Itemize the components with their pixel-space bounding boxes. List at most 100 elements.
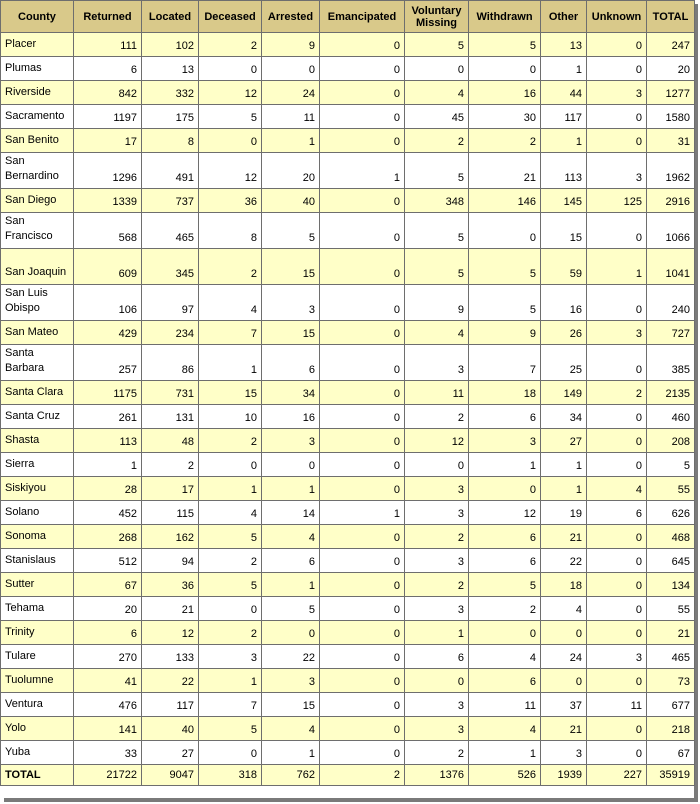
county-cell: Tehama	[0, 596, 74, 621]
value-cell: 1066	[646, 212, 695, 249]
value-cell: 345	[141, 248, 199, 285]
value-cell: 59	[540, 248, 587, 285]
value-cell: 131	[141, 404, 199, 429]
value-cell: 20	[73, 596, 142, 621]
value-cell: 18	[540, 572, 587, 597]
value-cell: 16	[261, 404, 320, 429]
value-cell: 4	[261, 716, 320, 741]
county-cell: Riverside	[0, 80, 74, 105]
value-cell: 609	[73, 248, 142, 285]
column-header-deceased: Deceased	[198, 0, 262, 33]
value-cell: 7	[468, 344, 541, 381]
value-cell: 21	[141, 596, 199, 621]
county-cell: San Luis Obispo	[0, 284, 74, 321]
county-cell: San Benito	[0, 128, 74, 153]
county-cell: Tuolumne	[0, 668, 74, 693]
value-cell: 37	[540, 692, 587, 717]
value-cell: 2	[404, 524, 469, 549]
value-cell: 270	[73, 644, 142, 669]
value-cell: 28	[73, 476, 142, 501]
county-cell: Siskiyou	[0, 476, 74, 501]
value-cell: 4	[468, 716, 541, 741]
value-cell: 1	[319, 500, 405, 525]
value-cell: 15	[540, 212, 587, 249]
value-cell: 6	[73, 620, 142, 645]
value-cell: 4	[404, 320, 469, 345]
table-row: Yuba 33 27 0 1 0 2 1 3 0 67	[0, 740, 695, 765]
value-cell: 22	[141, 668, 199, 693]
value-cell: 21	[646, 620, 695, 645]
value-cell: 0	[319, 188, 405, 213]
value-cell: 175	[141, 104, 199, 129]
value-cell: 20	[646, 56, 695, 81]
value-cell: 4	[468, 644, 541, 669]
value-cell: 3	[198, 644, 262, 669]
table-row: Sonoma 268 162 5 4 0 2 6 21 0 468	[0, 524, 695, 549]
table-row: San Joaquin 609 345 2 15 0 5 5 59 1 1041	[0, 248, 695, 285]
value-cell: 1	[73, 452, 142, 477]
value-cell: 5	[468, 284, 541, 321]
value-cell: 737	[141, 188, 199, 213]
total-cell: 2	[319, 764, 405, 786]
value-cell: 73	[646, 668, 695, 693]
table-row: Ventura 476 117 7 15 0 3 11 37 11 677	[0, 692, 695, 717]
value-cell: 4	[198, 500, 262, 525]
value-cell: 21	[540, 524, 587, 549]
total-cell: 318	[198, 764, 262, 786]
county-cell: Placer	[0, 32, 74, 57]
value-cell: 34	[261, 380, 320, 405]
value-cell: 0	[319, 380, 405, 405]
table-row: San Bernardino 1296 491 12 20 1 5 21 113 3 1962	[0, 152, 695, 189]
value-cell: 45	[404, 104, 469, 129]
value-cell: 12	[141, 620, 199, 645]
value-cell: 0	[319, 404, 405, 429]
value-cell: 14	[261, 500, 320, 525]
value-cell: 9	[468, 320, 541, 345]
value-cell: 452	[73, 500, 142, 525]
value-cell: 0	[540, 668, 587, 693]
value-cell: 17	[73, 128, 142, 153]
value-cell: 0	[404, 56, 469, 81]
value-cell: 19	[540, 500, 587, 525]
table-row: Sierra 1 2 0 0 0 0 1 1 0 5	[0, 452, 695, 477]
value-cell: 6	[261, 344, 320, 381]
value-cell: 0	[586, 668, 647, 693]
value-cell: 3	[261, 668, 320, 693]
value-cell: 0	[319, 344, 405, 381]
value-cell: 0	[586, 572, 647, 597]
value-cell: 0	[319, 524, 405, 549]
value-cell: 5	[198, 104, 262, 129]
value-cell: 5	[404, 152, 469, 189]
column-header-voluntary-missing: Voluntary Missing	[404, 0, 469, 33]
value-cell: 26	[540, 320, 587, 345]
value-cell: 41	[73, 668, 142, 693]
value-cell: 4	[586, 476, 647, 501]
value-cell: 134	[646, 572, 695, 597]
value-cell: 141	[73, 716, 142, 741]
value-cell: 491	[141, 152, 199, 189]
total-cell: 9047	[141, 764, 199, 786]
value-cell: 0	[319, 320, 405, 345]
value-cell: 842	[73, 80, 142, 105]
value-cell: 6	[468, 524, 541, 549]
value-cell: 133	[141, 644, 199, 669]
column-header-county: County	[0, 0, 74, 33]
value-cell: 115	[141, 500, 199, 525]
value-cell: 12	[198, 152, 262, 189]
value-cell: 1	[261, 476, 320, 501]
value-cell: 1	[586, 248, 647, 285]
value-cell: 727	[646, 320, 695, 345]
value-cell: 1	[404, 620, 469, 645]
table-row: Tulare 270 133 3 22 0 6 4 24 3 465	[0, 644, 695, 669]
table-row: Tuolumne 41 22 1 3 0 0 6 0 0 73	[0, 668, 695, 693]
column-header-withdrawn: Withdrawn	[468, 0, 541, 33]
value-cell: 22	[540, 548, 587, 573]
value-cell: 12	[468, 500, 541, 525]
value-cell: 385	[646, 344, 695, 381]
value-cell: 234	[141, 320, 199, 345]
value-cell: 48	[141, 428, 199, 453]
value-cell: 332	[141, 80, 199, 105]
value-cell: 24	[540, 644, 587, 669]
value-cell: 2	[404, 740, 469, 765]
